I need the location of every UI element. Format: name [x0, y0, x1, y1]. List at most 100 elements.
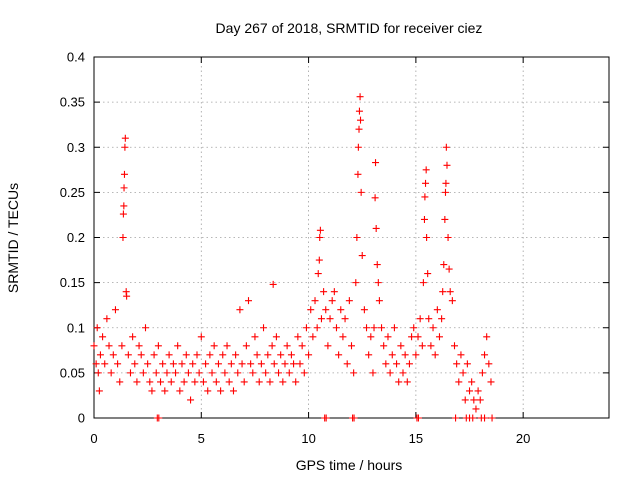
data-point	[424, 270, 432, 278]
data-point	[445, 265, 453, 273]
data-point	[262, 369, 270, 377]
data-point	[167, 378, 175, 386]
data-point	[352, 279, 360, 287]
data-point	[163, 369, 171, 377]
data-point	[463, 360, 471, 368]
data-point	[440, 261, 448, 269]
data-point	[316, 234, 324, 241]
data-point	[442, 179, 450, 187]
data-point	[403, 378, 411, 386]
data-point	[457, 351, 465, 359]
data-point	[399, 369, 407, 377]
data-point	[363, 324, 371, 332]
data-point	[281, 360, 289, 368]
data-point	[443, 161, 451, 169]
data-point	[350, 369, 358, 377]
data-point	[238, 360, 246, 368]
data-point	[487, 378, 495, 386]
data-point	[208, 369, 216, 377]
data-point	[382, 360, 390, 368]
data-point	[221, 369, 229, 377]
x-tick-label: 15	[409, 431, 423, 446]
data-point	[405, 360, 413, 368]
data-point	[423, 234, 431, 241]
x-tick-label: 10	[301, 431, 315, 446]
data-point	[481, 414, 489, 422]
y-tick-label: 0	[78, 411, 85, 426]
data-point	[124, 351, 132, 359]
data-point	[121, 134, 129, 142]
data-point	[339, 333, 347, 341]
data-point	[202, 360, 210, 368]
data-point	[444, 234, 452, 241]
data-point	[439, 288, 447, 296]
data-point	[373, 261, 381, 269]
data-point	[229, 387, 237, 395]
data-point	[483, 333, 491, 341]
data-point	[365, 351, 373, 359]
data-point	[223, 342, 231, 350]
data-point	[111, 306, 119, 314]
data-point	[442, 143, 450, 151]
data-point	[217, 387, 225, 395]
y-tick-label: 0.1	[67, 320, 85, 335]
y-tick-label: 0.3	[67, 140, 85, 155]
data-point	[148, 387, 156, 395]
data-point	[410, 324, 418, 332]
data-point	[172, 369, 180, 377]
data-point	[189, 360, 197, 368]
data-point	[314, 270, 322, 278]
data-point	[109, 351, 117, 359]
data-point	[431, 351, 439, 359]
data-point	[337, 306, 345, 314]
data-point	[300, 369, 308, 377]
data-point	[247, 360, 255, 368]
data-point	[251, 333, 259, 341]
data-point	[322, 306, 330, 314]
data-point	[187, 396, 195, 404]
data-point	[481, 351, 489, 359]
data-point	[397, 342, 405, 350]
chart-title: Day 267 of 2018, SRMTID for receiver cie…	[216, 20, 483, 36]
data-point	[367, 333, 375, 341]
data-point	[116, 378, 124, 386]
data-point	[395, 378, 403, 386]
data-point	[178, 360, 186, 368]
data-point	[419, 279, 427, 287]
data-point	[355, 107, 363, 115]
data-point	[315, 256, 323, 264]
data-point	[165, 351, 173, 359]
data-point	[174, 342, 182, 350]
data-point	[354, 170, 362, 178]
data-point	[320, 288, 328, 296]
data-point	[212, 378, 220, 386]
y-tick-label: 0.05	[60, 365, 85, 380]
data-point	[353, 234, 361, 241]
data-point	[357, 188, 365, 196]
data-point	[317, 315, 325, 323]
data-point	[401, 351, 409, 359]
data-point	[324, 342, 332, 350]
data-point	[234, 369, 242, 377]
data-point	[369, 369, 377, 377]
data-point	[414, 333, 422, 341]
data-point	[120, 202, 128, 210]
data-point	[459, 369, 467, 377]
data-point	[488, 414, 496, 422]
data-point	[152, 369, 160, 377]
data-point	[119, 210, 127, 218]
data-point	[155, 414, 163, 422]
data-point	[242, 342, 250, 350]
data-point	[236, 306, 244, 314]
data-point	[372, 224, 380, 232]
data-point	[302, 324, 310, 332]
data-point	[348, 342, 355, 350]
data-point	[268, 342, 276, 350]
data-point	[478, 369, 486, 377]
data-point	[453, 360, 461, 368]
data-point	[176, 387, 184, 395]
data-point	[441, 188, 449, 196]
data-point	[421, 193, 429, 201]
data-point	[255, 378, 263, 386]
